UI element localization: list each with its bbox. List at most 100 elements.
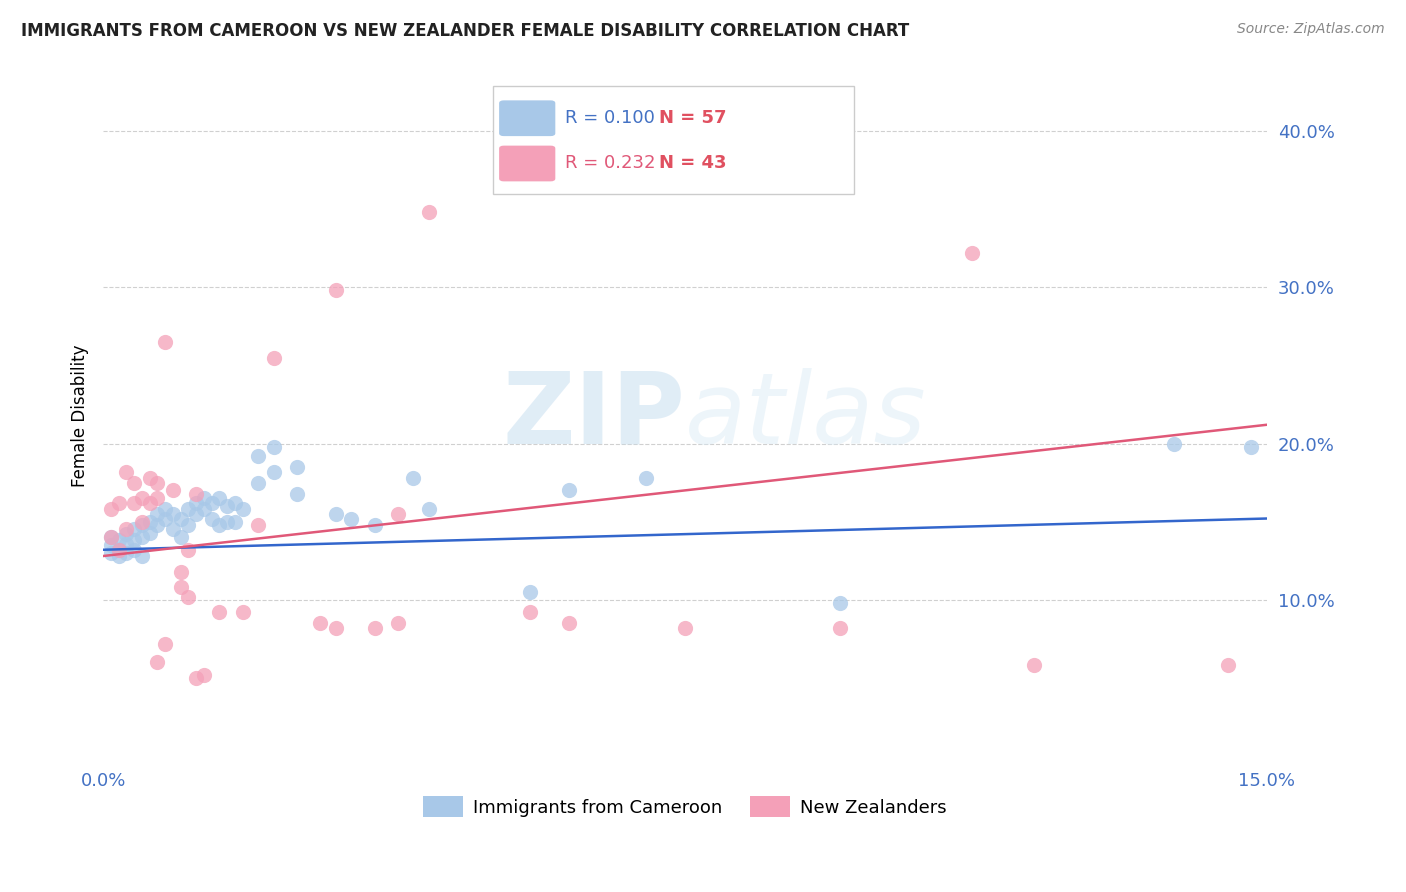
Point (138, 525, 160, 540)
Text: R = 0.100: R = 0.100 (565, 109, 655, 128)
Point (153, 502, 176, 516)
Point (107, 542, 129, 557)
Point (208, 491, 231, 506)
Point (208, 605, 231, 619)
Point (232, 605, 254, 619)
Point (107, 496, 129, 510)
Point (170, 565, 193, 579)
Point (186, 507, 208, 521)
Point (122, 496, 145, 510)
Point (285, 486, 308, 500)
Point (201, 511, 224, 525)
Point (177, 590, 200, 604)
Point (153, 636, 176, 650)
Point (325, 284, 347, 298)
Point (177, 542, 200, 557)
Point (170, 511, 193, 525)
Point (247, 475, 270, 490)
Point (131, 517, 153, 532)
FancyBboxPatch shape (499, 101, 555, 136)
Point (402, 471, 425, 485)
Point (325, 621, 347, 635)
Point (153, 334, 176, 349)
Point (325, 507, 347, 521)
Point (960, 246, 983, 260)
Point (224, 515, 246, 529)
Point (217, 499, 239, 513)
Point (146, 475, 169, 490)
Point (162, 507, 184, 521)
Point (217, 515, 239, 529)
Point (162, 483, 184, 498)
Point (177, 502, 200, 516)
Point (138, 496, 160, 510)
Point (107, 542, 129, 557)
FancyBboxPatch shape (499, 145, 555, 181)
Point (1240, 440, 1263, 454)
Point (100, 502, 122, 516)
Point (263, 465, 285, 479)
Point (263, 440, 285, 454)
Point (208, 517, 231, 532)
Point (263, 351, 285, 365)
Point (340, 511, 363, 525)
Point (557, 616, 579, 631)
Point (115, 523, 138, 537)
Point (131, 549, 153, 563)
Point (122, 542, 145, 557)
Point (363, 517, 385, 532)
Point (131, 515, 153, 529)
Point (232, 502, 254, 516)
Point (138, 515, 160, 529)
Point (557, 483, 579, 498)
Text: N = 43: N = 43 (659, 154, 727, 172)
Point (309, 616, 332, 631)
Point (830, 621, 852, 635)
Point (115, 465, 138, 479)
Point (162, 523, 184, 537)
Point (122, 533, 145, 548)
Text: atlas: atlas (685, 368, 927, 465)
Point (519, 605, 541, 619)
Point (1022, 658, 1045, 673)
Point (387, 507, 409, 521)
Point (387, 616, 409, 631)
Text: N = 57: N = 57 (659, 109, 727, 128)
Point (418, 205, 440, 219)
Point (170, 580, 193, 594)
Point (363, 621, 385, 635)
Point (122, 475, 145, 490)
Point (201, 496, 224, 510)
Point (285, 459, 308, 474)
Point (107, 533, 129, 548)
Point (107, 549, 129, 563)
Point (1163, 436, 1185, 450)
Point (193, 667, 215, 681)
Text: IMMIGRANTS FROM CAMEROON VS NEW ZEALANDER FEMALE DISABILITY CORRELATION CHART: IMMIGRANTS FROM CAMEROON VS NEW ZEALANDE… (21, 22, 910, 40)
Point (1216, 658, 1239, 673)
Point (224, 496, 246, 510)
Point (146, 491, 169, 506)
Text: ZIP: ZIP (502, 368, 685, 465)
Point (122, 523, 145, 537)
Point (146, 517, 169, 532)
Point (100, 530, 122, 544)
Point (170, 530, 193, 544)
Point (519, 585, 541, 599)
Legend: Immigrants from Cameroon, New Zealanders: Immigrants from Cameroon, New Zealanders (416, 789, 955, 824)
Point (830, 596, 852, 610)
Point (131, 491, 153, 506)
Point (186, 486, 208, 500)
Point (115, 527, 138, 541)
Point (636, 471, 658, 485)
Point (193, 502, 215, 516)
Point (100, 546, 122, 560)
Point (100, 538, 122, 552)
Point (193, 491, 215, 506)
FancyBboxPatch shape (494, 86, 853, 194)
Point (146, 507, 169, 521)
Point (131, 530, 153, 544)
Point (115, 546, 138, 560)
Text: R = 0.232: R = 0.232 (565, 154, 655, 172)
Point (186, 496, 208, 510)
